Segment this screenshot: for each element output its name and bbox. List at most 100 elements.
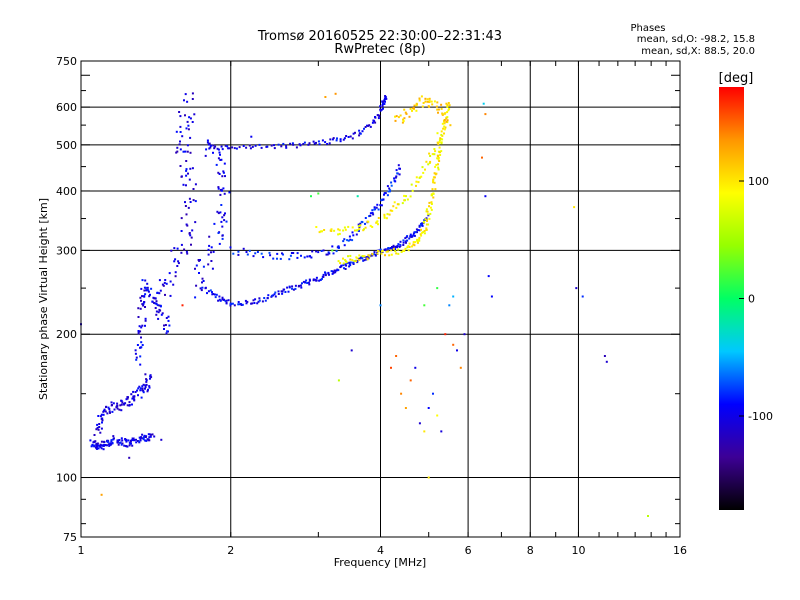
data-point — [136, 344, 139, 346]
data-point — [221, 175, 224, 178]
data-point — [142, 391, 145, 394]
data-point — [447, 102, 450, 104]
data-point — [292, 143, 295, 146]
data-point — [201, 277, 204, 280]
data-point — [121, 439, 124, 442]
data-point — [369, 214, 372, 217]
data-point — [137, 394, 139, 397]
data-point — [417, 181, 420, 184]
data-point — [181, 135, 184, 138]
data-point — [188, 178, 191, 181]
data-point — [145, 439, 148, 442]
data-point — [430, 208, 433, 211]
data-point — [299, 284, 302, 287]
data-point — [190, 236, 193, 239]
data-point — [228, 147, 231, 150]
data-point — [424, 97, 427, 100]
data-point — [342, 264, 345, 267]
data-point — [138, 436, 141, 439]
data-point — [397, 252, 400, 255]
data-point — [395, 169, 398, 172]
data-point — [338, 229, 341, 232]
data-point — [143, 289, 146, 292]
data-point — [185, 169, 188, 172]
data-point — [315, 279, 318, 282]
data-point — [125, 398, 128, 401]
data-point — [187, 172, 189, 175]
data-point — [156, 304, 159, 307]
y-tick-label: 100 — [56, 472, 77, 485]
data-point — [238, 146, 241, 149]
data-point — [324, 271, 326, 274]
data-point — [438, 160, 441, 162]
data-point — [344, 268, 347, 270]
y-tick-label: 300 — [56, 244, 77, 257]
data-point — [303, 256, 306, 259]
data-point — [144, 436, 147, 438]
data-point — [404, 240, 407, 243]
data-point — [423, 232, 426, 235]
data-point — [425, 228, 428, 231]
data-point — [221, 296, 224, 299]
data-point — [354, 131, 356, 134]
data-point — [436, 101, 439, 104]
data-point — [191, 229, 194, 232]
data-point — [343, 267, 345, 270]
data-point — [260, 252, 263, 255]
data-point — [443, 119, 446, 121]
data-point — [356, 229, 359, 232]
data-point — [328, 252, 331, 255]
data-point — [165, 317, 168, 319]
data-point — [99, 443, 102, 446]
data-point — [394, 248, 396, 251]
data-point — [333, 269, 336, 272]
data-point — [140, 346, 143, 349]
data-point — [369, 224, 372, 227]
data-point — [300, 254, 302, 257]
data-point — [144, 439, 147, 442]
data-point — [145, 379, 148, 382]
data-point — [412, 232, 415, 235]
data-point — [294, 284, 297, 287]
data-point — [139, 330, 142, 333]
data-point — [306, 282, 309, 284]
data-point — [334, 271, 337, 274]
data-point — [91, 444, 94, 447]
data-point — [111, 442, 114, 445]
data-point — [418, 238, 421, 241]
data-point — [135, 438, 137, 441]
data-point — [408, 245, 411, 248]
data-point — [369, 125, 372, 128]
data-point — [131, 439, 134, 442]
data-point — [182, 183, 185, 186]
data-point — [405, 112, 408, 115]
data-point — [191, 121, 194, 123]
data-point — [187, 124, 190, 127]
data-point — [384, 192, 387, 195]
colorbar-label: [deg] — [719, 71, 754, 86]
data-point — [139, 296, 142, 299]
data-point — [291, 142, 294, 145]
data-point — [335, 250, 338, 253]
data-point — [249, 147, 252, 150]
data-point — [436, 141, 439, 144]
data-point — [174, 275, 177, 278]
data-point — [214, 145, 217, 148]
data-point — [251, 302, 254, 305]
data-point — [213, 147, 216, 150]
data-point — [143, 295, 146, 298]
data-point — [382, 107, 384, 110]
data-point — [332, 270, 335, 273]
data-point — [413, 104, 416, 107]
data-point — [117, 443, 120, 446]
data-point — [260, 146, 263, 149]
data-point — [335, 139, 338, 142]
data-point — [147, 290, 150, 293]
data-point — [338, 246, 340, 249]
data-point — [392, 245, 395, 248]
grid-lines — [81, 61, 680, 537]
data-point — [389, 209, 392, 212]
data-point — [351, 231, 354, 234]
data-point — [198, 272, 200, 274]
